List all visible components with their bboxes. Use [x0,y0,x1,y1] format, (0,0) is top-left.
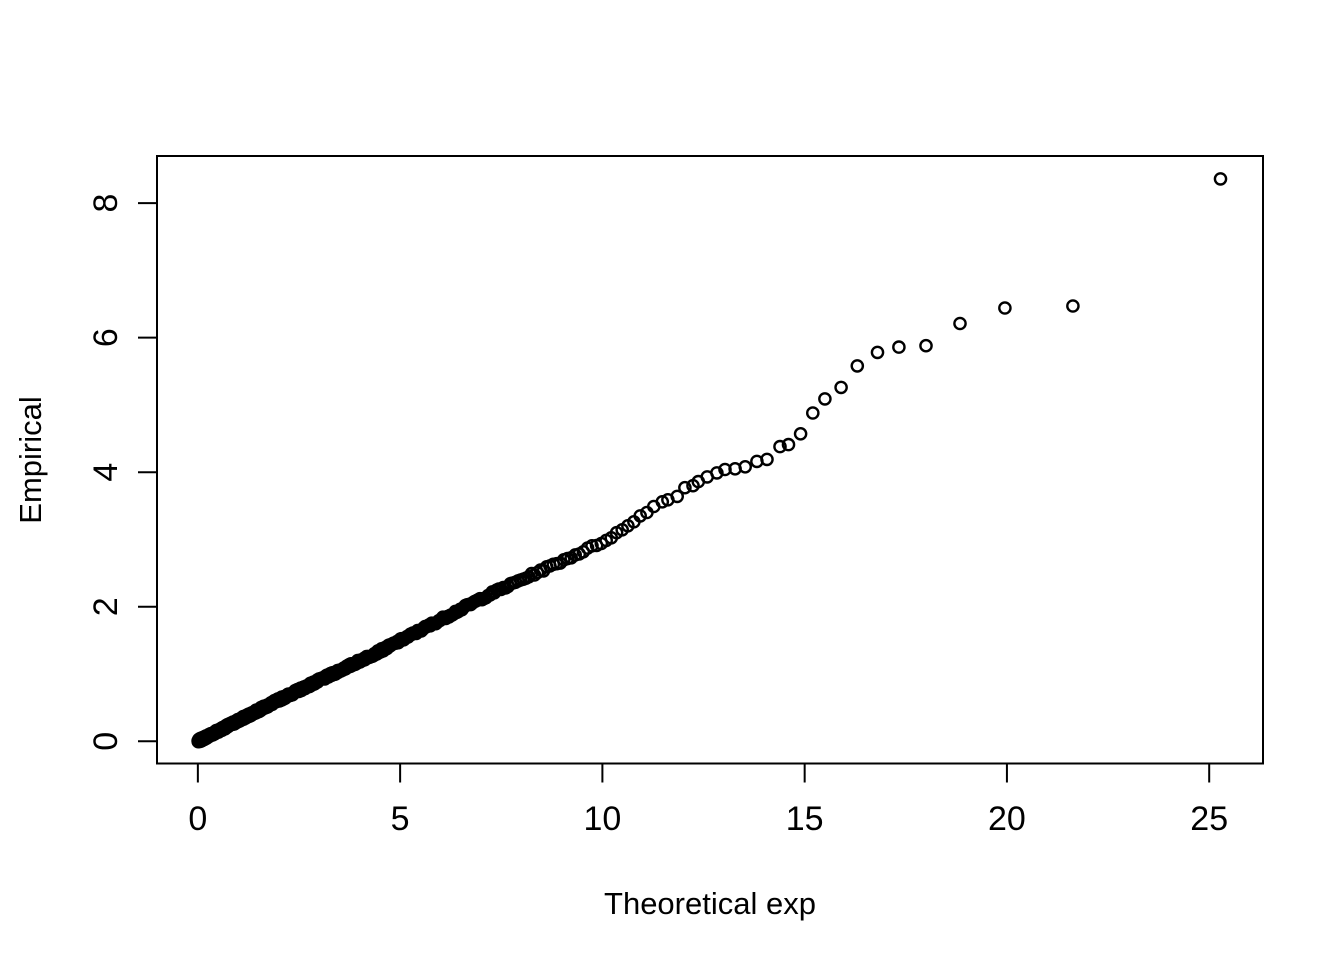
data-point [781,437,796,452]
data-point [738,459,753,474]
data-point [760,452,774,467]
data-point [530,565,545,580]
data-point [678,480,692,495]
data-point [892,340,906,354]
data-point [633,509,648,523]
x-axis-title: Theoretical exp [604,886,816,921]
data-point [850,359,865,373]
y-tick-label: 6 [87,328,125,347]
data-point [585,539,599,553]
data-point [919,338,933,353]
plot-border-box [156,155,1264,765]
y-axis-ticks: 0 2 4 6 8 [87,194,157,751]
data-point [773,439,787,454]
data-point [710,466,724,480]
data-point [670,489,685,504]
data-point [998,301,1012,315]
x-tick-label: 5 [391,800,410,838]
y-tick-label: 2 [87,597,125,616]
data-point [793,426,808,441]
y-axis-title: Empirical [13,396,48,523]
data-point [806,406,820,420]
x-tick-label: 10 [583,800,621,838]
x-tick-label: 0 [188,800,207,838]
x-tick-label: 20 [988,800,1026,838]
y-tick-label: 4 [87,463,125,482]
x-tick-label: 15 [786,800,824,838]
data-point [834,380,848,395]
y-tick-label: 8 [87,194,125,213]
x-axis-ticks: 0 5 10 15 20 25 [188,763,1228,838]
data-point [953,316,967,331]
data-point [1213,172,1228,186]
data-point [818,392,832,406]
y-tick-label: 0 [87,732,125,751]
x-tick-label: 25 [1190,800,1228,838]
scatter-points-layer [191,172,1228,749]
data-point [1066,299,1080,313]
data-point [870,345,885,360]
